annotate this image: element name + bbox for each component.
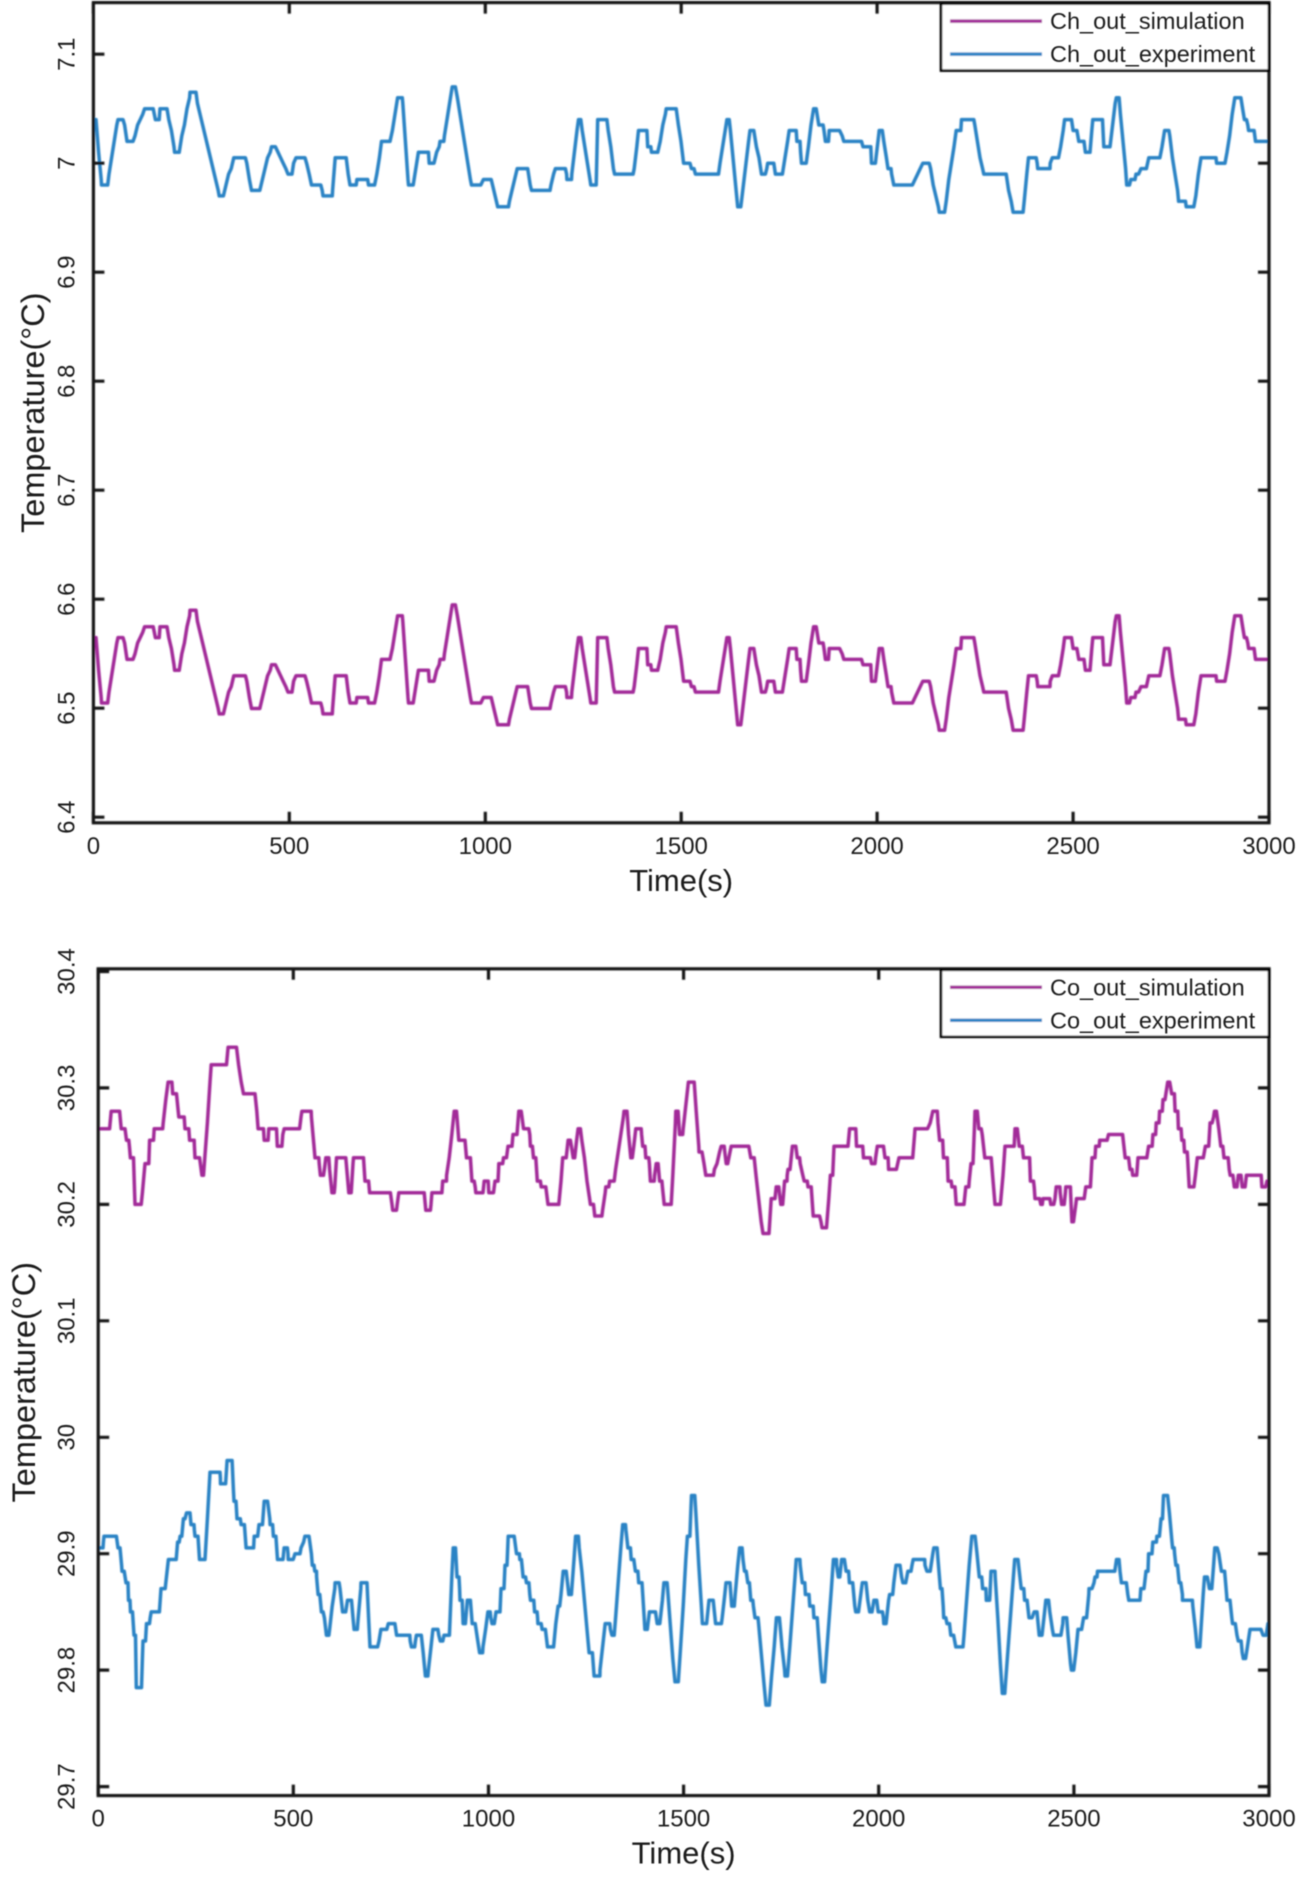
svg-text:30.2: 30.2 <box>54 1181 81 1228</box>
svg-text:500: 500 <box>269 833 309 860</box>
svg-text:Temperature(°C): Temperature(°C) <box>6 1262 42 1503</box>
svg-text:30.3: 30.3 <box>54 1065 81 1112</box>
svg-text:29.9: 29.9 <box>54 1530 81 1577</box>
svg-text:29.7: 29.7 <box>54 1763 81 1810</box>
svg-text:2000: 2000 <box>850 833 903 860</box>
svg-text:Temperature(°C): Temperature(°C) <box>15 292 51 533</box>
svg-text:500: 500 <box>273 1806 313 1833</box>
svg-text:6.5: 6.5 <box>54 692 81 725</box>
svg-text:6.7: 6.7 <box>54 474 81 507</box>
svg-text:30: 30 <box>54 1424 81 1451</box>
svg-text:6.9: 6.9 <box>54 256 81 289</box>
svg-text:29.8: 29.8 <box>54 1647 81 1694</box>
svg-text:2000: 2000 <box>852 1806 905 1833</box>
svg-text:3000: 3000 <box>1242 833 1295 860</box>
svg-text:Time(s): Time(s) <box>629 863 733 898</box>
svg-text:7: 7 <box>54 157 81 170</box>
svg-text:30.1: 30.1 <box>54 1297 81 1344</box>
svg-text:3000: 3000 <box>1242 1806 1295 1833</box>
svg-text:2500: 2500 <box>1046 833 1099 860</box>
svg-text:Co_out_simulation: Co_out_simulation <box>1050 974 1245 1000</box>
svg-text:Time(s): Time(s) <box>632 1836 736 1871</box>
svg-text:2500: 2500 <box>1047 1806 1100 1833</box>
svg-text:Co_out_experiment: Co_out_experiment <box>1050 1007 1256 1033</box>
svg-text:1500: 1500 <box>655 833 708 860</box>
svg-text:0: 0 <box>87 833 100 860</box>
svg-text:Ch_out_experiment: Ch_out_experiment <box>1050 41 1256 67</box>
svg-text:1000: 1000 <box>462 1806 515 1833</box>
svg-text:6.6: 6.6 <box>54 583 81 616</box>
svg-text:1000: 1000 <box>459 833 512 860</box>
svg-text:0: 0 <box>92 1806 105 1833</box>
svg-text:7.1: 7.1 <box>54 38 81 71</box>
svg-text:Ch_out_simulation: Ch_out_simulation <box>1050 8 1245 34</box>
svg-text:6.8: 6.8 <box>54 365 81 398</box>
svg-text:30.4: 30.4 <box>54 948 81 995</box>
svg-text:6.4: 6.4 <box>54 801 81 834</box>
svg-text:1500: 1500 <box>657 1806 710 1833</box>
